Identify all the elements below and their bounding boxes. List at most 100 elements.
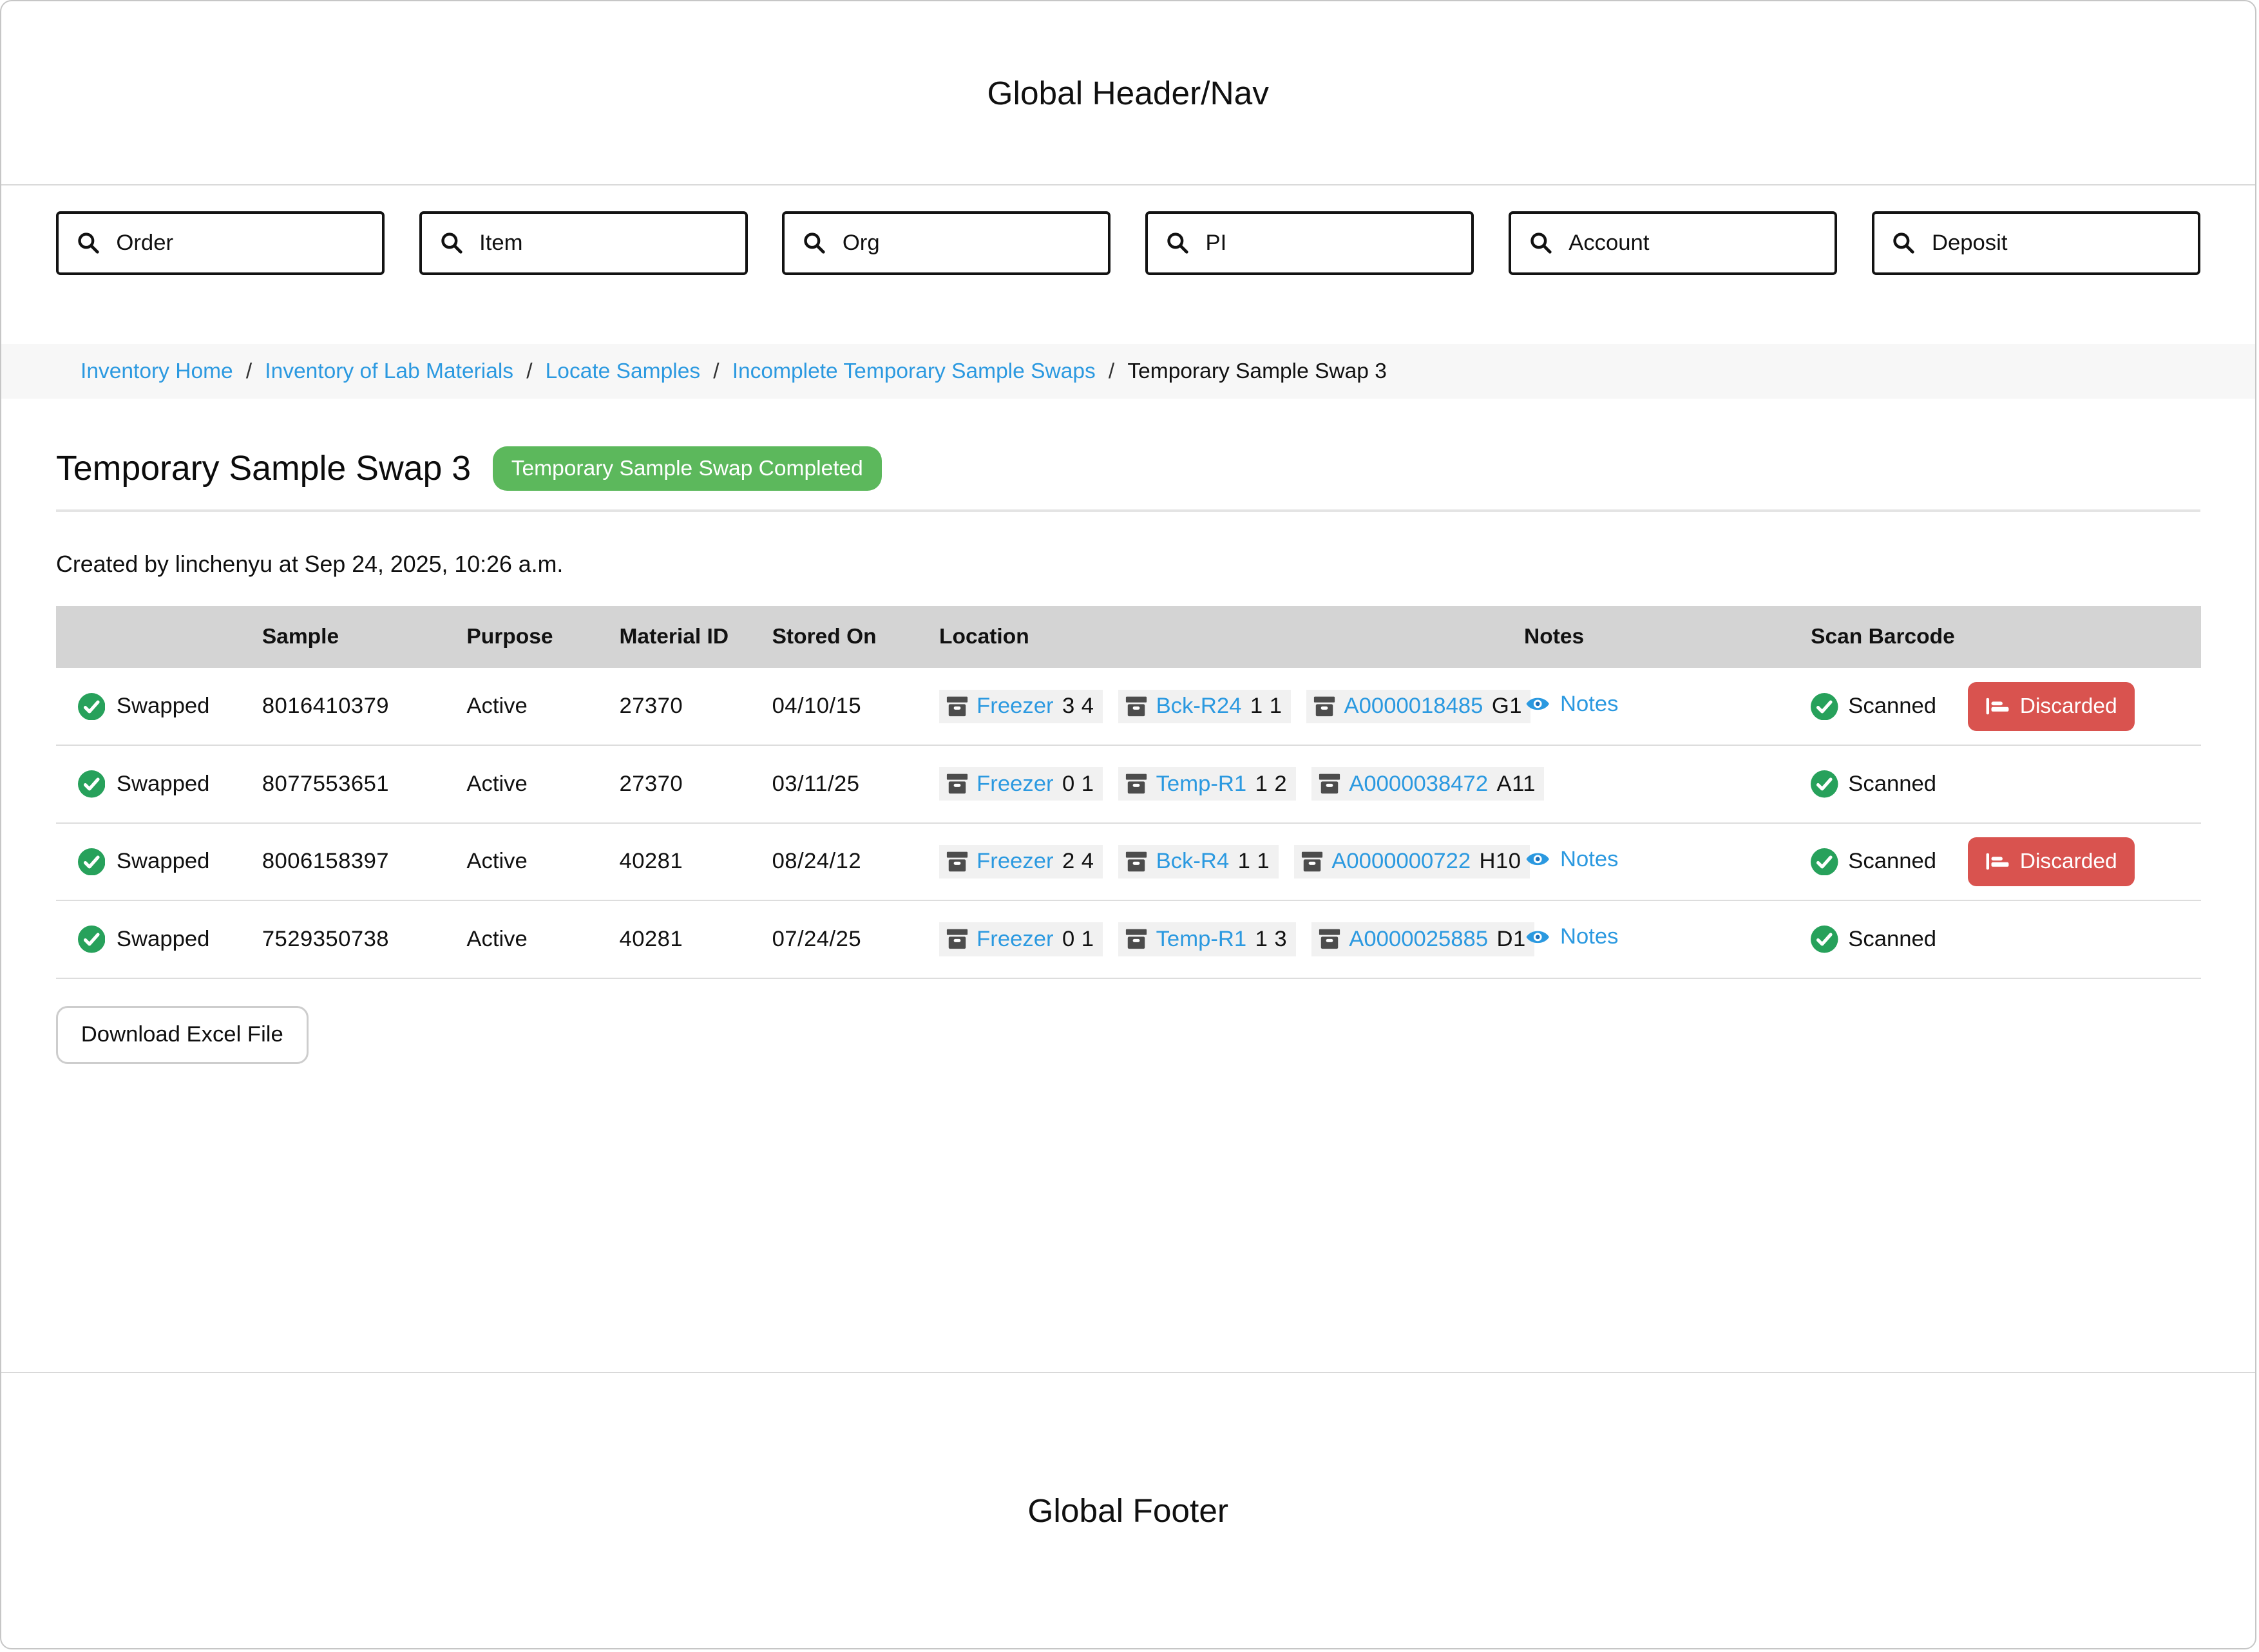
swap-status-label: Swapped bbox=[116, 771, 210, 796]
search-input-item[interactable] bbox=[476, 229, 728, 258]
location-chip: Bck-R24 1 1 bbox=[1118, 689, 1291, 723]
breadcrumb-separator: / bbox=[1108, 359, 1115, 383]
search-input-org[interactable] bbox=[839, 229, 1091, 258]
search-box-org[interactable] bbox=[782, 211, 1111, 275]
search-box-order[interactable] bbox=[55, 211, 385, 275]
location-chip: Temp-R1 1 3 bbox=[1118, 922, 1296, 956]
scanned-check-icon bbox=[1811, 926, 1838, 953]
column-header-sample: Sample bbox=[250, 606, 455, 669]
discard-bed-icon bbox=[1985, 852, 2010, 871]
breadcrumb: Inventory Home / Inventory of Lab Materi… bbox=[1, 344, 2255, 399]
location-coords: 1 1 bbox=[1237, 849, 1270, 874]
location-link[interactable]: Bck-R4 bbox=[1156, 849, 1230, 874]
notes-eye-icon bbox=[1524, 926, 1551, 949]
location-chip: Freezer 3 4 bbox=[939, 689, 1103, 723]
notes-link[interactable]: Notes bbox=[1524, 847, 1618, 872]
location-link[interactable]: A0000038472 bbox=[1349, 771, 1489, 796]
freezer-box-icon bbox=[1124, 695, 1149, 718]
freezer-box-icon bbox=[945, 772, 969, 795]
notes-label: Notes bbox=[1559, 924, 1619, 949]
notes-link[interactable]: Notes bbox=[1524, 692, 1618, 717]
location-coords: 1 2 bbox=[1255, 771, 1288, 796]
location-link[interactable]: Temp-R1 bbox=[1156, 771, 1247, 796]
location-link[interactable]: A0000018485 bbox=[1344, 694, 1483, 719]
breadcrumb-separator: / bbox=[526, 359, 533, 383]
search-input-account[interactable] bbox=[1565, 229, 1817, 258]
scanned-status: Scanned bbox=[1811, 770, 1936, 798]
search-icon bbox=[1529, 231, 1553, 255]
purpose-cell: Active bbox=[455, 745, 608, 824]
breadcrumb-link-locate-samples[interactable]: Locate Samples bbox=[545, 359, 701, 383]
location-cell: Freezer 0 1 Temp-R1 1 2 A0000038472 A11 bbox=[939, 767, 1545, 801]
purpose-cell: Active bbox=[455, 668, 608, 746]
scanned-label: Scanned bbox=[1848, 694, 1937, 719]
freezer-box-icon bbox=[1312, 695, 1337, 718]
search-box-item[interactable] bbox=[419, 211, 748, 275]
scanned-check-icon bbox=[1811, 692, 1838, 720]
location-chip: Freezer 0 1 bbox=[939, 922, 1103, 956]
discarded-button[interactable]: Discarded bbox=[1968, 837, 2135, 886]
location-link[interactable]: Bck-R24 bbox=[1156, 694, 1242, 719]
breadcrumb-link-incomplete-temporary-sample-swaps[interactable]: Incomplete Temporary Sample Swaps bbox=[732, 359, 1096, 383]
location-coords: H10 bbox=[1479, 849, 1521, 874]
swapped-check-icon bbox=[77, 926, 106, 953]
discarded-button[interactable]: Discarded bbox=[1968, 681, 2135, 731]
swap-status: Swapped bbox=[77, 848, 251, 876]
freezer-box-icon bbox=[945, 695, 969, 718]
breadcrumb-separator: / bbox=[245, 359, 253, 383]
material-id-cell: 40281 bbox=[607, 822, 761, 902]
location-coords: D1 bbox=[1496, 926, 1526, 951]
location-cell: Freezer 3 4 Bck-R24 1 1 A0000018485 G1 bbox=[939, 689, 1531, 723]
scanned-check-icon bbox=[1811, 848, 1838, 876]
location-link[interactable]: Temp-R1 bbox=[1156, 926, 1247, 951]
location-coords: 3 4 bbox=[1062, 694, 1094, 719]
search-box-account[interactable] bbox=[1508, 211, 1837, 275]
location-link[interactable]: Freezer bbox=[977, 849, 1054, 874]
discarded-label: Discarded bbox=[2019, 694, 2117, 718]
freezer-box-icon bbox=[1124, 772, 1149, 795]
notes-label: Notes bbox=[1559, 691, 1619, 716]
location-link[interactable]: A0000000722 bbox=[1331, 849, 1471, 874]
column-header-stored-on: Stored On bbox=[760, 606, 928, 669]
search-input-deposit[interactable] bbox=[1929, 229, 2180, 258]
scanned-label: Scanned bbox=[1848, 849, 1937, 874]
sample-cell: 7529350738 bbox=[250, 900, 455, 979]
column-header-material-id: Material ID bbox=[607, 606, 761, 669]
global-header-title: Global Header/Nav bbox=[987, 74, 1269, 112]
breadcrumb-link-inventory-home[interactable]: Inventory Home bbox=[81, 359, 233, 383]
swap-status: Swapped bbox=[77, 692, 251, 720]
location-link[interactable]: Freezer bbox=[977, 694, 1054, 719]
page-title: Temporary Sample Swap 3 bbox=[55, 449, 472, 488]
scanned-check-icon bbox=[1811, 770, 1838, 798]
search-box-pi[interactable] bbox=[1145, 211, 1474, 275]
swap-status: Swapped bbox=[77, 770, 251, 798]
notes-eye-icon bbox=[1524, 692, 1551, 716]
stored-on-cell: 08/24/12 bbox=[760, 822, 928, 902]
divider bbox=[55, 509, 2200, 513]
notes-link[interactable]: Notes bbox=[1524, 924, 1618, 949]
download-excel-button[interactable]: Download Excel File bbox=[55, 1006, 309, 1064]
freezer-box-icon bbox=[1124, 850, 1149, 873]
search-input-pi[interactable] bbox=[1203, 229, 1454, 258]
global-header: Global Header/Nav bbox=[1, 1, 2255, 186]
location-link[interactable]: A0000025885 bbox=[1349, 926, 1489, 951]
search-icon bbox=[802, 231, 826, 255]
search-input-order[interactable] bbox=[113, 229, 365, 258]
search-bar bbox=[1, 185, 2255, 275]
search-box-deposit[interactable] bbox=[1871, 211, 2200, 275]
location-cell: Freezer 2 4 Bck-R4 1 1 A0000000722 H10 bbox=[939, 844, 1530, 879]
location-coords: 1 1 bbox=[1250, 694, 1282, 719]
location-link[interactable]: Freezer bbox=[977, 926, 1054, 951]
main-content: Temporary Sample Swap 3 Temporary Sample… bbox=[1, 446, 2255, 1064]
swapped-check-icon bbox=[77, 848, 106, 876]
scanned-status: Scanned bbox=[1811, 848, 1937, 876]
created-by-line: Created by linchenyu at Sep 24, 2025, 10… bbox=[55, 551, 564, 577]
breadcrumb-link-inventory-of-lab-materials[interactable]: Inventory of Lab Materials bbox=[265, 359, 514, 383]
location-chip: A0000038472 A11 bbox=[1311, 767, 1545, 801]
scanned-status: Scanned bbox=[1811, 926, 1936, 953]
swapped-check-icon bbox=[77, 770, 106, 798]
purpose-cell: Active bbox=[455, 900, 608, 979]
location-link[interactable]: Freezer bbox=[977, 771, 1054, 796]
